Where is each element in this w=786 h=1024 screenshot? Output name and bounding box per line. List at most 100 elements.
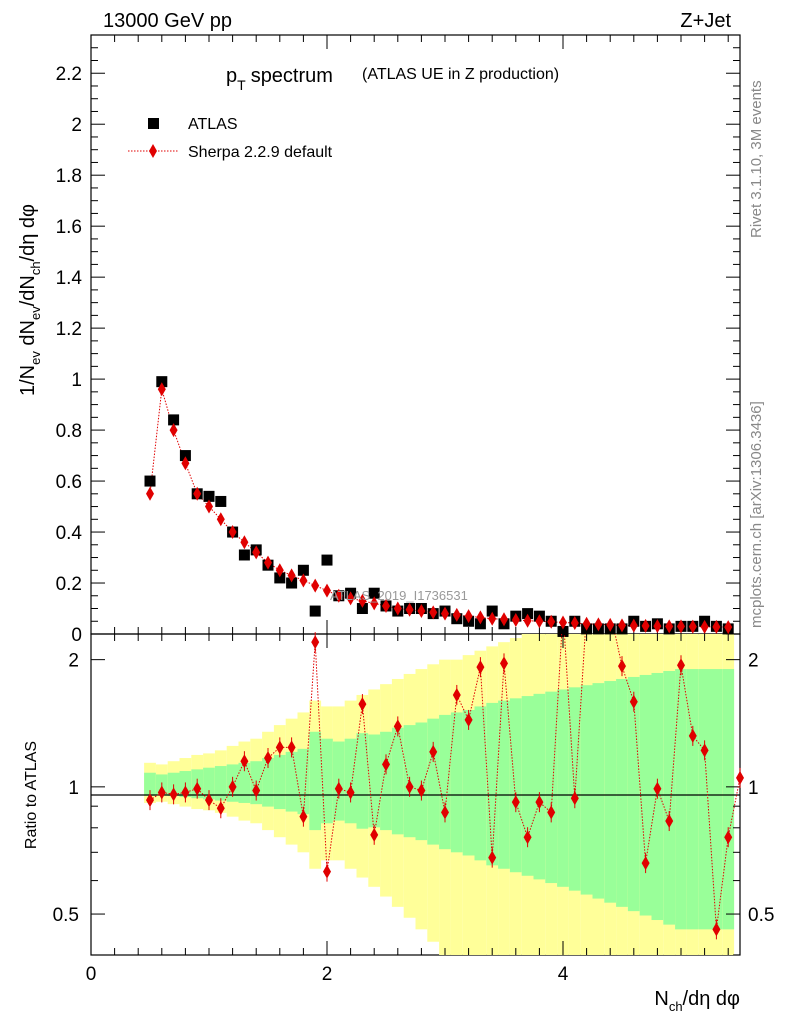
sherpa-point xyxy=(181,456,190,471)
sherpa-point xyxy=(488,611,497,626)
sherpa-point xyxy=(464,609,473,624)
ratio-stat-band xyxy=(273,754,286,810)
ratio-point xyxy=(181,785,190,800)
atlas-point xyxy=(179,450,191,462)
ratio-point xyxy=(382,757,390,772)
ratio-stat-band xyxy=(380,731,392,831)
ratio-point xyxy=(216,801,225,816)
sherpa-point xyxy=(476,610,485,625)
ratio-stat-band xyxy=(285,751,298,812)
y-tick-label: 0.8 xyxy=(56,421,82,442)
atlas-point xyxy=(356,603,368,615)
y-tick-label: 1.2 xyxy=(56,319,82,340)
sherpa-point xyxy=(299,573,308,588)
sherpa-point xyxy=(264,555,272,570)
sherpa-point xyxy=(240,535,249,550)
atlas-point xyxy=(368,587,380,599)
y-tick-label: 2 xyxy=(71,115,82,136)
sherpa-point xyxy=(523,613,532,628)
sherpa-point xyxy=(712,619,721,634)
plot-title: pT spectrum xyxy=(226,65,333,93)
energy-label: 13000 GeV pp xyxy=(103,10,232,32)
ratio-point xyxy=(724,830,733,845)
ratio-point xyxy=(523,830,532,845)
sherpa-point xyxy=(311,578,320,593)
legend-marker-sherpa xyxy=(149,144,157,158)
atlas-point xyxy=(156,376,168,388)
ratio-point xyxy=(500,656,508,671)
sherpa-point xyxy=(157,382,166,397)
ratio-point xyxy=(193,781,202,796)
y-tick-label: 2.2 xyxy=(56,64,82,85)
sherpa-point xyxy=(700,619,709,634)
y-tick-label: 0.4 xyxy=(56,523,83,544)
sherpa-point xyxy=(500,612,508,627)
ratio-point xyxy=(547,805,556,820)
ratio-point xyxy=(393,719,402,734)
ratio-point xyxy=(665,814,674,829)
sherpa-point xyxy=(582,616,591,631)
ratio-point xyxy=(476,660,485,675)
ratio-point xyxy=(464,712,473,727)
ratio-point xyxy=(452,687,461,702)
atlas-point xyxy=(144,475,156,487)
sherpa-point xyxy=(452,607,461,622)
ratio-point xyxy=(146,793,154,808)
ratio-stat-band xyxy=(238,762,251,803)
ratio-stat-band xyxy=(344,738,357,824)
sherpa-point xyxy=(323,583,331,598)
ratio-point xyxy=(311,635,320,650)
y-tick-label: 1.8 xyxy=(56,166,82,187)
ratio-stat-band xyxy=(663,671,676,925)
ratio-stat-band xyxy=(592,683,605,899)
ratio-stat-band xyxy=(309,731,322,831)
ratio-point xyxy=(712,922,721,937)
ratio-point xyxy=(570,791,579,806)
sherpa-point xyxy=(405,602,414,617)
atlas-point xyxy=(309,605,321,617)
x-tick-label: 2 xyxy=(322,964,333,985)
ratio-stat-band xyxy=(521,696,534,876)
ratio-point xyxy=(417,783,426,798)
analysis-watermark: ATLAS_2019_I1736531 xyxy=(330,588,468,603)
sherpa-point xyxy=(618,618,626,633)
sherpa-point xyxy=(641,618,650,633)
atlas-point xyxy=(297,564,309,576)
ratio-point xyxy=(405,779,414,794)
sherpa-point xyxy=(594,617,603,632)
ratio-point xyxy=(641,856,650,871)
sherpa-point xyxy=(511,612,520,627)
sherpa-point xyxy=(252,545,261,560)
ratio-stat-band xyxy=(698,669,711,930)
legend-label-sherpa: Sherpa 2.2.9 default xyxy=(188,144,333,161)
x-axis-label: Nch/dη dφ xyxy=(654,988,740,1014)
ratio-stat-band xyxy=(439,714,451,850)
sherpa-point xyxy=(559,615,567,630)
ratio-stat-band xyxy=(722,669,735,930)
ratio-stat-band xyxy=(604,681,617,903)
sherpa-point xyxy=(417,604,426,619)
ratio-point xyxy=(535,795,544,810)
plot-title-sub: T xyxy=(237,77,246,93)
ratio-point xyxy=(334,781,343,796)
ratio-point xyxy=(287,740,296,755)
ratio-point xyxy=(618,659,626,674)
atlas-point xyxy=(486,605,498,617)
ratio-point xyxy=(688,728,697,743)
ratio-point xyxy=(653,781,662,796)
atlas-point xyxy=(203,490,215,502)
ratio-point xyxy=(629,694,638,709)
sherpa-point xyxy=(677,619,685,634)
ratio-y-tick-label: 2 xyxy=(68,651,79,672)
ratio-stat-band xyxy=(580,685,593,895)
atlas-point xyxy=(215,495,227,507)
ratio-stat-band xyxy=(297,748,310,815)
sherpa-point xyxy=(346,591,355,606)
x-tick-label: 0 xyxy=(86,964,97,985)
sherpa-point xyxy=(216,512,225,527)
ratio-point xyxy=(299,809,308,824)
ratio-stat-band xyxy=(321,738,333,824)
sherpa-point xyxy=(146,486,154,501)
sherpa-point xyxy=(429,605,438,620)
legend-marker-atlas xyxy=(148,118,159,129)
